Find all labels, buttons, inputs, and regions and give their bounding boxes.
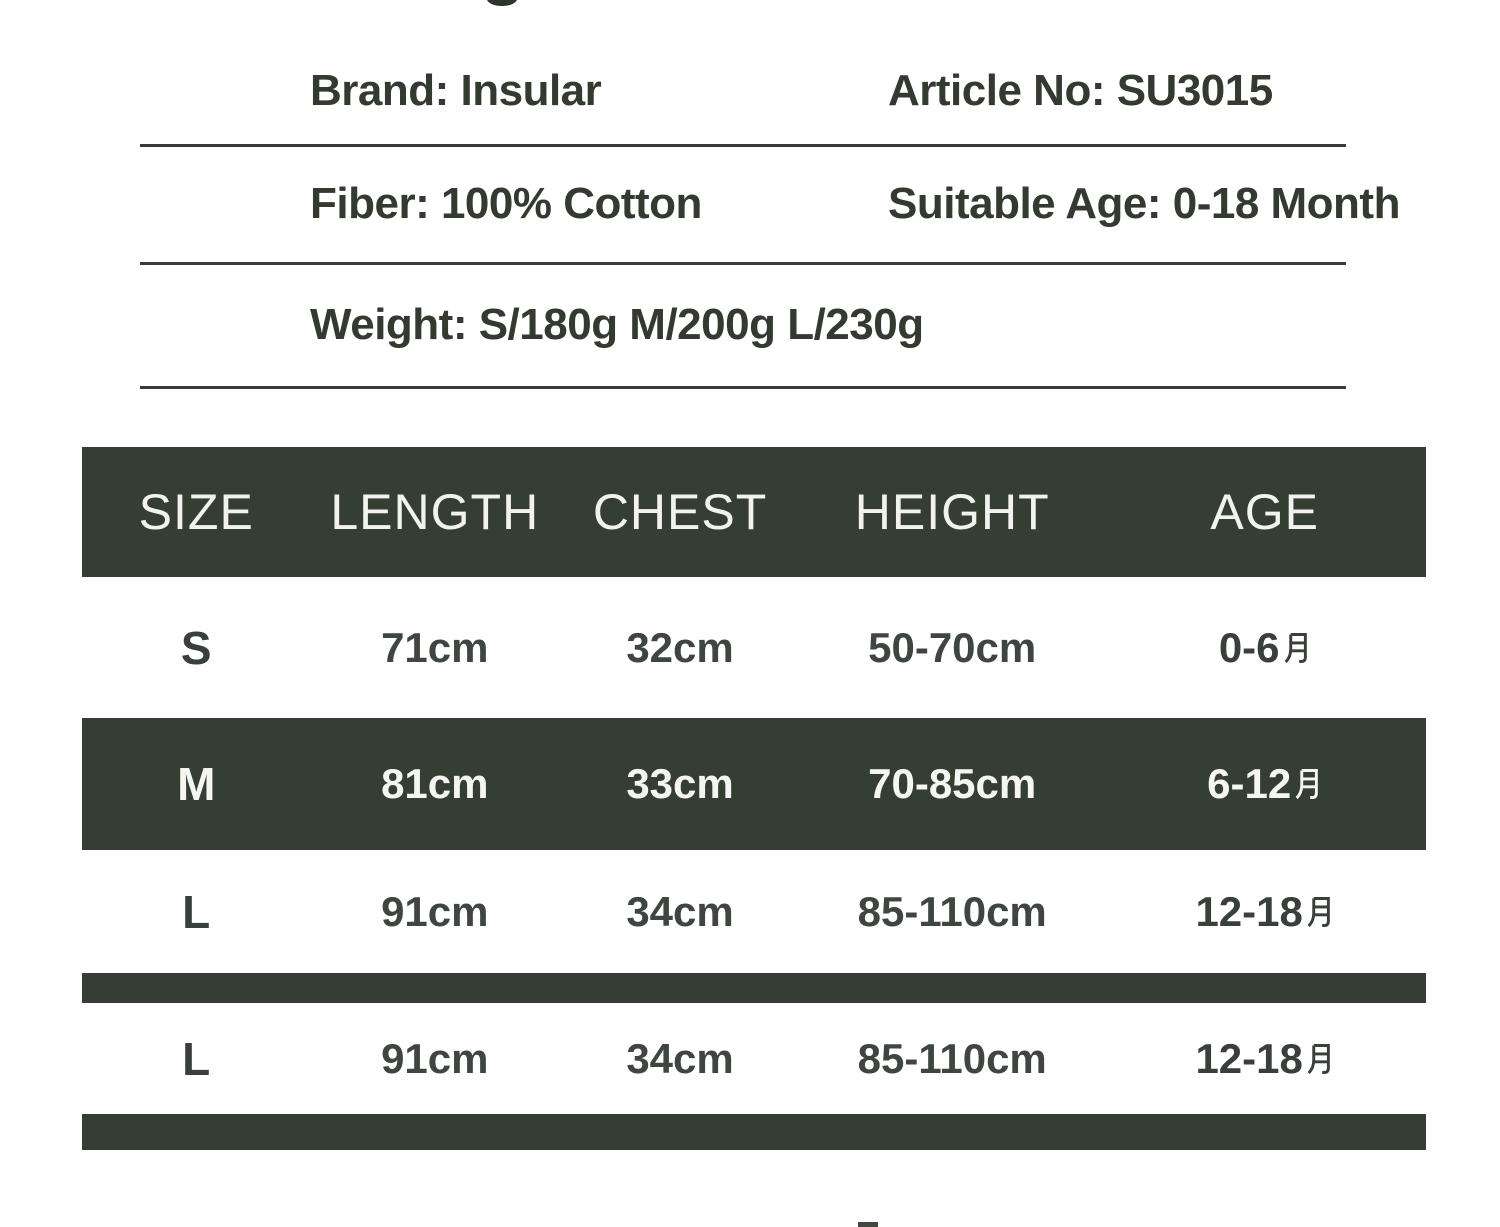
product-info-block: Brand: Insular Article No: SU3015 Fiber:…: [140, 40, 1400, 389]
cell-chest: 34cm: [626, 887, 734, 935]
header-age: AGE: [1210, 484, 1319, 540]
cell-length: 81cm: [381, 760, 489, 807]
month-cjk-glyph: [1307, 1043, 1330, 1074]
table-bottom-band: [82, 1114, 1426, 1150]
age-range: 12-18: [1195, 887, 1303, 935]
month-cjk-glyph: [1284, 632, 1307, 663]
cell-age: 0-6: [1219, 624, 1311, 672]
brand-label: Brand: Insular: [310, 66, 602, 115]
cell-height: 85-110cm: [857, 1034, 1047, 1082]
table-row-size-l-duplicate: L 91cm 34cm 85-110cm 12-18: [82, 1003, 1426, 1114]
header-length: LENGTH: [330, 484, 540, 540]
weight-label: Weight: S/180g M/200g L/230g: [310, 299, 924, 349]
month-cjk-glyph: [1307, 896, 1330, 927]
cell-chest: 32cm: [626, 623, 734, 671]
cell-size: S: [180, 621, 212, 674]
cell-length: 71cm: [381, 623, 489, 671]
info-row-weight: Weight: S/180g M/200g L/230g: [140, 265, 1346, 389]
cell-size: M: [177, 758, 216, 810]
article-no-label: Article No: SU3015: [888, 66, 1273, 115]
suitable-age-label: Suitable Age: 0-18 Month: [888, 178, 1400, 228]
age-range: 0-6: [1218, 623, 1280, 671]
cell-age: 12-18: [1195, 888, 1333, 936]
table-row-size-s: S 71cm 32cm 50-70cm 0-6: [82, 577, 1426, 718]
age-range: 12-18: [1195, 1034, 1303, 1082]
table-row-size-m-highlighted: M 81cm 33cm 70-85cm 6-12: [82, 718, 1426, 850]
cell-height: 70-85cm: [868, 760, 1037, 807]
cell-length: 91cm: [381, 887, 489, 935]
month-cjk-glyph: [1295, 769, 1319, 800]
info-row-brand: Brand: Insular Article No: SU3015: [140, 40, 1346, 147]
size-table-header: SIZE LENGTH CHEST HEIGHT AGE: [82, 447, 1426, 577]
cell-chest: 33cm: [626, 760, 734, 807]
header-chest: CHEST: [592, 484, 768, 540]
cell-length: 91cm: [381, 1034, 489, 1082]
cropped-glyph-top: [487, 0, 517, 6]
cell-size: L: [182, 1032, 211, 1085]
cell-chest: 34cm: [626, 1034, 734, 1082]
header-height: HEIGHT: [854, 484, 1050, 540]
fiber-label: Fiber: 100% Cotton: [310, 178, 702, 228]
cell-age: 6-12: [1207, 760, 1322, 808]
cell-height: 85-110cm: [857, 887, 1047, 935]
cell-age: 12-18: [1195, 1035, 1333, 1083]
size-table: SIZE LENGTH CHEST HEIGHT AGE S 71cm 32cm…: [82, 447, 1426, 1150]
cell-size: L: [182, 885, 211, 938]
divider-band: [82, 973, 1426, 1003]
header-size: SIZE: [138, 484, 254, 540]
cell-height: 50-70cm: [868, 623, 1037, 671]
info-row-fiber: Fiber: 100% Cotton Suitable Age: 0-18 Mo…: [140, 147, 1400, 265]
cropped-glyph-bottom: [858, 1222, 878, 1227]
age-range: 6-12: [1207, 760, 1292, 807]
table-row-size-l: L 91cm 34cm 85-110cm 12-18: [82, 850, 1426, 973]
